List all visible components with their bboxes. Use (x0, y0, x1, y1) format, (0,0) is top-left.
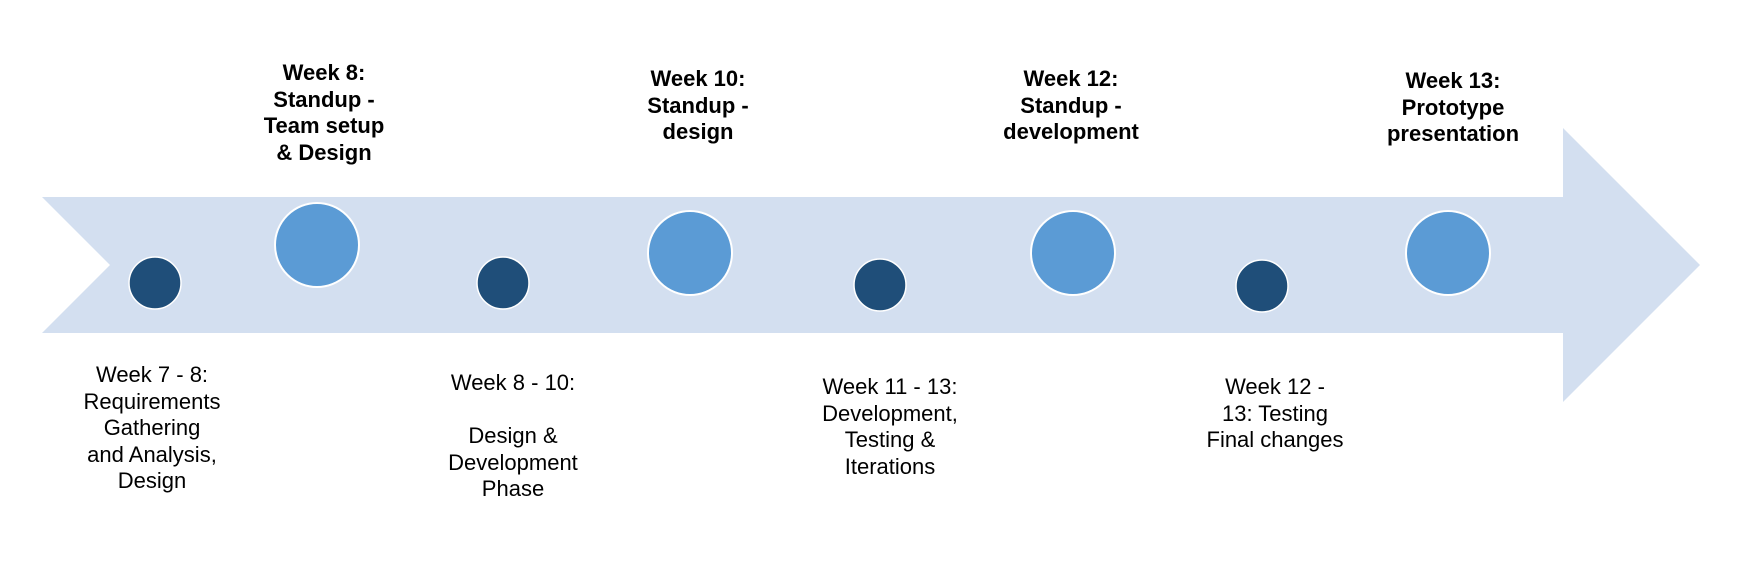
minor-milestone-dot (853, 258, 907, 312)
milestone-label-week-10-standup: Week 10: Standup - design (647, 66, 749, 145)
phase-label-week-12-13: Week 12 - 13: Testing Final changes (1206, 374, 1344, 453)
major-milestone-dot (647, 210, 733, 296)
major-milestone-dot (1405, 210, 1491, 296)
phase-label-week-11-13: Week 11 - 13: Development, Testing & Ite… (822, 374, 958, 479)
milestone-label-week-13-prototype: Week 13: Prototype presentation (1386, 68, 1520, 147)
major-milestone-dot (274, 202, 360, 288)
minor-milestone-dot (476, 256, 530, 310)
major-milestone-dot (1030, 210, 1116, 296)
milestone-label-week-12-standup: Week 12: Standup - development (1003, 66, 1139, 145)
phase-label-week-8-10: Week 8 - 10: Design & Development Phase (448, 370, 578, 502)
minor-milestone-dot (128, 256, 182, 310)
minor-milestone-dot (1235, 259, 1289, 313)
phase-label-week-7-8: Week 7 - 8: Requirements Gathering and A… (83, 362, 221, 494)
milestone-label-week-8-standup: Week 8: Standup - Team setup & Design (263, 60, 385, 165)
